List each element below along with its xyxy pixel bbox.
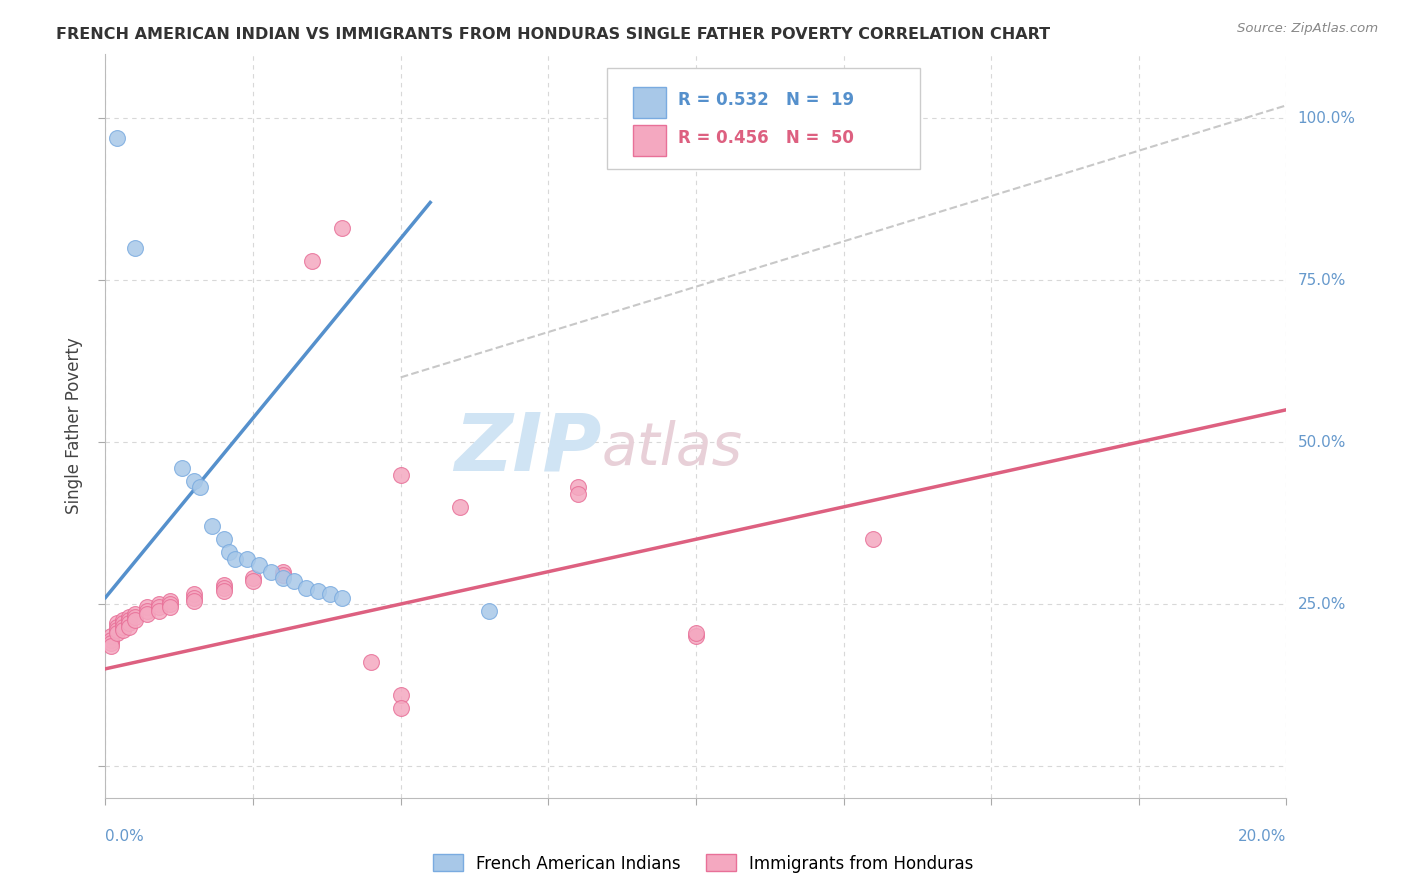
Point	[100, 629, 122, 643]
Point	[105, 626, 128, 640]
Point	[112, 623, 135, 637]
Point	[567, 480, 589, 494]
Point	[319, 587, 342, 601]
Text: ZIP: ZIP	[454, 409, 602, 487]
Point	[360, 656, 382, 670]
Point	[862, 533, 884, 547]
FancyBboxPatch shape	[633, 125, 666, 156]
Point	[218, 545, 240, 559]
Point	[124, 607, 146, 621]
Point	[188, 480, 211, 494]
Point	[100, 639, 122, 653]
Point	[112, 616, 135, 631]
Point	[283, 574, 305, 589]
Point	[118, 620, 141, 634]
Point	[212, 577, 235, 591]
Point	[118, 616, 141, 631]
Text: 75.0%: 75.0%	[1298, 273, 1346, 288]
Point	[118, 613, 141, 627]
Point	[301, 253, 323, 268]
Legend: French American Indians, Immigrants from Honduras: French American Indians, Immigrants from…	[426, 847, 980, 880]
Point	[449, 500, 471, 514]
Point	[148, 600, 170, 615]
Point	[271, 565, 294, 579]
Point	[330, 221, 353, 235]
Point	[478, 603, 501, 617]
Text: 25.0%: 25.0%	[1298, 597, 1346, 612]
Point	[100, 632, 122, 647]
Text: Source: ZipAtlas.com: Source: ZipAtlas.com	[1237, 22, 1378, 36]
Point	[307, 584, 329, 599]
Text: 100.0%: 100.0%	[1298, 111, 1355, 126]
Point	[124, 241, 146, 255]
Point	[389, 467, 412, 482]
Text: R = 0.532   N =  19: R = 0.532 N = 19	[678, 91, 855, 109]
Point	[271, 571, 294, 585]
Point	[236, 551, 259, 566]
Point	[172, 461, 194, 475]
Point	[124, 610, 146, 624]
Point	[212, 584, 235, 599]
Point	[224, 551, 246, 566]
Point	[330, 591, 353, 605]
Point	[159, 600, 181, 615]
Point	[159, 597, 181, 611]
Point	[242, 574, 264, 589]
Point	[105, 616, 128, 631]
Point	[389, 700, 412, 714]
Point	[135, 603, 157, 617]
Point	[112, 613, 135, 627]
Point	[183, 594, 205, 608]
Text: R = 0.456   N =  50: R = 0.456 N = 50	[678, 128, 853, 146]
Point	[124, 613, 146, 627]
Point	[135, 600, 157, 615]
Y-axis label: Single Father Poverty: Single Father Poverty	[65, 337, 83, 515]
Point	[295, 581, 318, 595]
FancyBboxPatch shape	[633, 87, 666, 119]
Text: FRENCH AMERICAN INDIAN VS IMMIGRANTS FROM HONDURAS SINGLE FATHER POVERTY CORRELA: FRENCH AMERICAN INDIAN VS IMMIGRANTS FRO…	[56, 27, 1050, 42]
Text: atlas: atlas	[602, 420, 742, 477]
Point	[212, 581, 235, 595]
Point	[201, 519, 224, 533]
Point	[118, 610, 141, 624]
Point	[260, 565, 283, 579]
Point	[183, 474, 205, 488]
Point	[100, 636, 122, 650]
Point	[135, 607, 157, 621]
FancyBboxPatch shape	[607, 69, 921, 169]
Point	[105, 130, 128, 145]
Text: 50.0%: 50.0%	[1298, 434, 1346, 450]
Point	[271, 568, 294, 582]
Point	[148, 603, 170, 617]
Point	[148, 597, 170, 611]
Point	[212, 533, 235, 547]
Text: 0.0%: 0.0%	[105, 829, 145, 844]
Point	[389, 688, 412, 702]
Point	[242, 571, 264, 585]
Point	[247, 558, 270, 573]
Point	[112, 620, 135, 634]
Point	[183, 591, 205, 605]
Point	[159, 594, 181, 608]
Point	[105, 620, 128, 634]
Point	[685, 626, 707, 640]
Point	[105, 623, 128, 637]
Point	[183, 587, 205, 601]
Point	[567, 487, 589, 501]
Text: 20.0%: 20.0%	[1239, 829, 1286, 844]
Point	[685, 629, 707, 643]
